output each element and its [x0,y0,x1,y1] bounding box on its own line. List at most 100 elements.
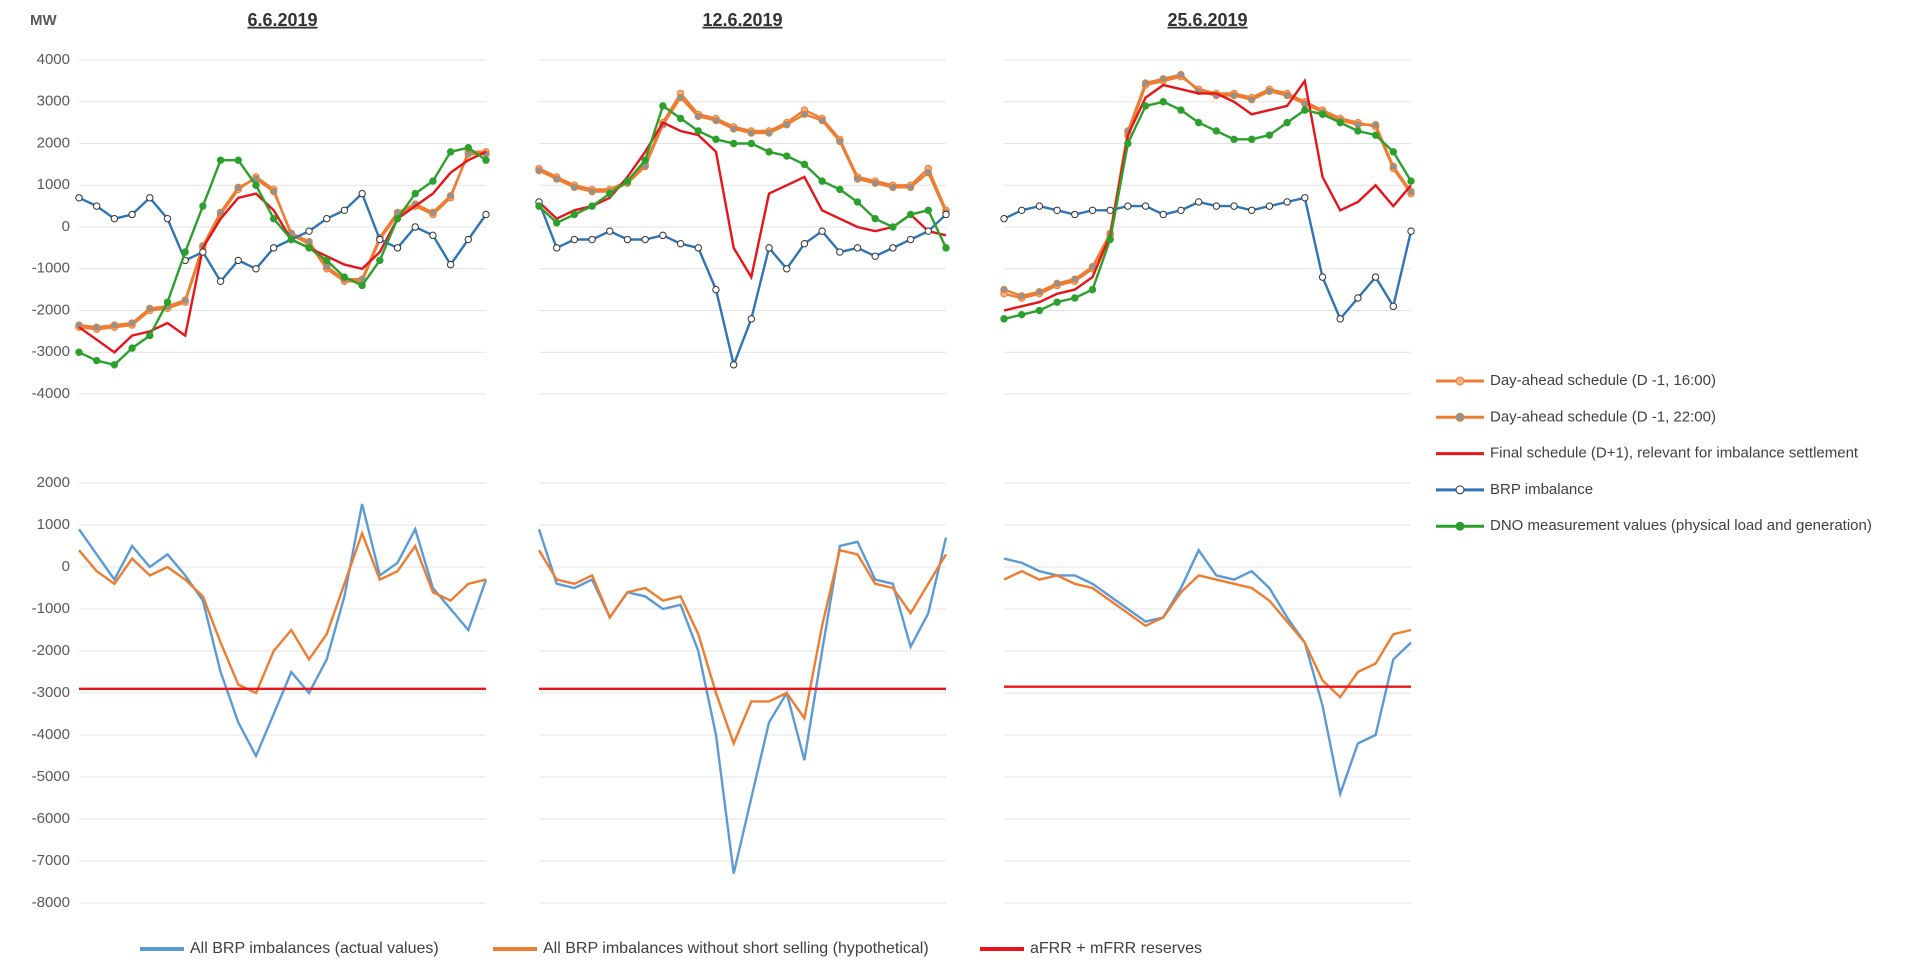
point [853,175,862,183]
legend-label: aFRR + mFRR reserves [1030,940,1202,957]
y-axis-label: MW [30,12,57,29]
point [1371,273,1380,281]
point [1159,98,1167,106]
y-tick-label: -7000 [32,852,70,869]
point [1106,206,1114,215]
series-line [1003,77,1412,312]
point [570,235,579,244]
point [1371,131,1380,139]
point [1071,275,1079,283]
y-tick-label: -8000 [32,894,70,911]
y-tick-label: 0 [62,218,70,235]
point [747,315,756,323]
point [75,348,83,356]
point [269,214,278,223]
point [1248,206,1256,215]
point [393,214,402,223]
point [641,235,649,244]
point [1283,198,1291,206]
point [482,210,490,219]
point [588,187,596,196]
point [1230,91,1238,100]
point [800,160,809,169]
point [110,361,119,369]
point [535,166,543,175]
series-line [78,146,487,367]
legend-marker [1455,412,1465,422]
series-line [1003,569,1412,700]
point [1318,273,1327,281]
y-tick-label: 1000 [37,516,70,533]
series-line [1003,100,1413,321]
point [1141,202,1150,210]
point [323,214,331,223]
chart-title: 25.6.2019 [1167,10,1247,30]
point [1336,315,1344,323]
series-line [537,201,947,369]
point [729,125,738,133]
point [836,248,844,256]
point [429,231,437,240]
point [1407,187,1415,196]
chart-panel [1000,59,1415,395]
legend-label: DNO measurement values (physical load an… [1490,517,1872,534]
point [1301,106,1309,114]
point [110,321,119,329]
point [446,260,455,269]
legend-marker [1455,521,1465,531]
point [1283,118,1291,127]
series-line [78,503,488,759]
point [216,277,225,285]
point [234,183,242,192]
point [376,256,384,265]
point [446,148,455,156]
legend-label: All BRP imbalances without short selling… [543,940,929,957]
point [1354,127,1362,135]
point [1071,210,1079,219]
point [552,244,561,252]
y-tick-label: -3000 [32,684,70,701]
legend-label: Day-ahead schedule (D -1, 16:00) [1490,372,1716,389]
point [765,148,773,156]
point [92,202,101,210]
point [588,202,596,210]
point [1177,206,1185,215]
point [1000,285,1008,294]
point [1035,288,1044,296]
series-line [1003,75,1412,300]
point [747,139,756,148]
point [1194,118,1203,127]
point [1035,202,1044,210]
point [712,116,720,125]
series-line [78,150,486,331]
point [464,150,473,158]
point [1389,162,1398,171]
point [128,210,136,219]
legend-label: Day-ahead schedule (D -1, 22:00) [1490,408,1716,425]
point [1336,118,1344,127]
point [323,262,331,271]
point [92,323,101,331]
point [871,252,879,260]
point [641,156,649,164]
point [694,127,702,135]
point [287,235,296,244]
point [1230,202,1238,210]
point [216,208,225,217]
point [358,281,366,290]
point [305,237,313,246]
y-tick-label: -1000 [32,260,70,277]
chart-panel [75,59,490,395]
point [659,102,667,110]
point [1301,100,1309,108]
y-tick-label: 4000 [37,51,70,68]
point [1407,227,1415,235]
point [906,235,915,244]
point [1053,298,1061,306]
point [1248,95,1256,104]
point [1283,91,1291,100]
point [411,223,419,231]
series-line [78,191,487,284]
point [535,202,543,210]
point [924,206,933,215]
